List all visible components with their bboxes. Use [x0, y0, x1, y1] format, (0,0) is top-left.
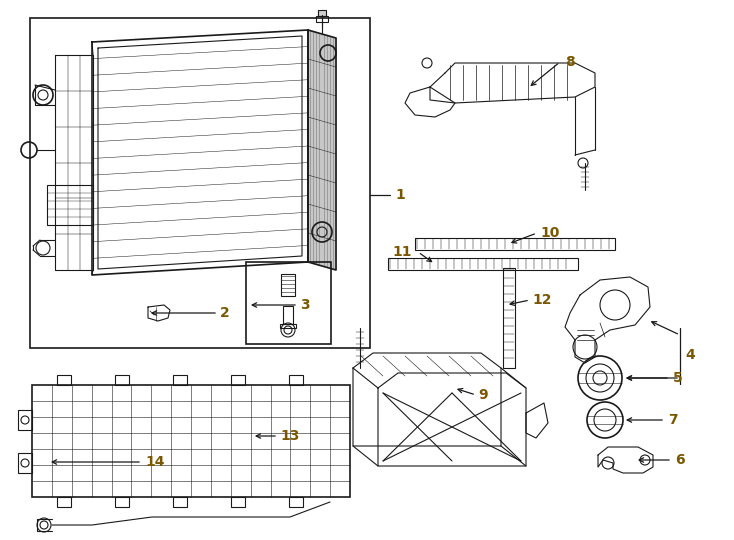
Bar	[289, 497, 303, 507]
Bar	[18, 453, 32, 473]
Text: 9: 9	[478, 388, 487, 402]
Text: 7: 7	[668, 413, 677, 427]
Text: 8: 8	[565, 55, 575, 69]
Bar	[173, 375, 187, 385]
Text: 14: 14	[145, 455, 164, 469]
Bar	[47, 185, 93, 225]
Text: 6: 6	[675, 453, 685, 467]
Text: 3: 3	[300, 298, 310, 312]
Text: 1: 1	[395, 188, 404, 202]
Bar	[30, 18, 370, 348]
Text: 4: 4	[685, 348, 695, 362]
Bar	[316, 16, 328, 22]
Bar	[388, 258, 578, 270]
Bar	[231, 497, 245, 507]
Text: 11: 11	[393, 245, 412, 259]
Text: 2: 2	[220, 306, 230, 320]
Bar	[115, 375, 129, 385]
Bar	[289, 375, 303, 385]
Bar	[503, 268, 515, 368]
Text: 5: 5	[673, 371, 683, 385]
Text: 13: 13	[280, 429, 299, 443]
Bar	[280, 324, 296, 328]
Bar	[32, 385, 350, 497]
Text: 12: 12	[532, 293, 551, 307]
Text: 10: 10	[540, 226, 559, 240]
Bar	[415, 238, 615, 250]
Bar	[246, 262, 331, 344]
Bar	[57, 375, 71, 385]
Bar	[57, 497, 71, 507]
Bar	[18, 410, 32, 430]
Bar	[318, 10, 326, 16]
Bar	[281, 274, 295, 296]
Bar	[283, 306, 293, 324]
Bar	[173, 497, 187, 507]
Bar	[115, 497, 129, 507]
Bar	[231, 375, 245, 385]
